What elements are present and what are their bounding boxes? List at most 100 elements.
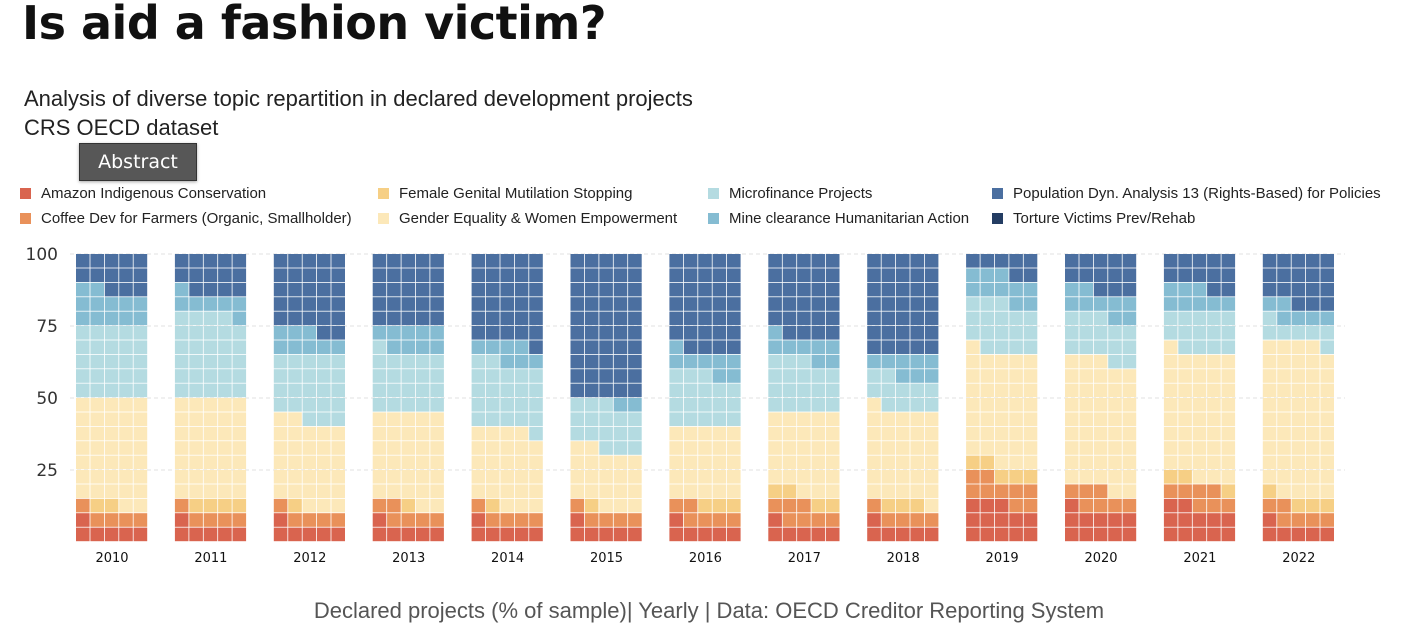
waffle-cell bbox=[1178, 326, 1192, 340]
waffle-cell bbox=[1207, 354, 1221, 369]
waffle-cell bbox=[302, 326, 317, 340]
waffle-cell bbox=[1221, 441, 1236, 455]
waffle-cell bbox=[104, 369, 119, 383]
waffle-cell bbox=[1262, 484, 1277, 498]
waffle-cell bbox=[570, 297, 585, 311]
waffle-cell bbox=[302, 297, 317, 311]
waffle-cell bbox=[203, 441, 218, 455]
waffle-cell bbox=[811, 282, 826, 297]
waffle-cell bbox=[430, 268, 444, 282]
waffle-cell bbox=[1023, 455, 1038, 470]
waffle-cell bbox=[628, 340, 642, 354]
waffle-cell bbox=[825, 297, 840, 311]
waffle-cell bbox=[273, 441, 288, 455]
waffle-cell bbox=[514, 484, 529, 498]
waffle-cell bbox=[401, 441, 416, 455]
waffle-cell bbox=[529, 470, 543, 484]
waffle-cell bbox=[881, 441, 896, 455]
waffle-cell bbox=[980, 326, 995, 340]
waffle-cell bbox=[1291, 326, 1306, 340]
waffle-cell bbox=[910, 383, 924, 398]
waffle-cell bbox=[1023, 470, 1038, 484]
waffle-cell bbox=[1277, 498, 1291, 513]
waffle-cell bbox=[797, 441, 811, 455]
waffle-cell bbox=[1192, 254, 1207, 268]
waffle-cell bbox=[415, 297, 430, 311]
waffle-cell bbox=[76, 340, 90, 354]
waffle-cell bbox=[825, 412, 840, 426]
waffle-cell bbox=[584, 426, 599, 441]
waffle-cell bbox=[529, 311, 543, 326]
waffle-cell bbox=[1178, 398, 1192, 412]
waffle-cell bbox=[825, 311, 840, 326]
waffle-cell bbox=[430, 354, 444, 369]
waffle-cell bbox=[867, 498, 881, 513]
waffle-cell bbox=[1065, 412, 1079, 426]
waffle-cell bbox=[203, 412, 218, 426]
waffle-cell bbox=[768, 527, 782, 542]
waffle-cell bbox=[90, 282, 104, 297]
waffle-cell bbox=[825, 354, 840, 369]
waffle-cell bbox=[584, 268, 599, 282]
waffle-cell bbox=[331, 326, 345, 340]
waffle-cell bbox=[288, 297, 302, 311]
waffle-cell bbox=[669, 441, 683, 455]
waffle-cell bbox=[1262, 369, 1277, 383]
waffle-cell bbox=[712, 383, 727, 398]
waffle-cell bbox=[317, 383, 331, 398]
waffle-cell bbox=[768, 311, 782, 326]
waffle-cell bbox=[712, 441, 727, 455]
waffle-cell bbox=[896, 441, 910, 455]
waffle-cell bbox=[698, 282, 712, 297]
waffle-cell bbox=[1291, 484, 1306, 498]
waffle-cell bbox=[372, 498, 387, 513]
waffle-cell bbox=[881, 268, 896, 282]
waffle-cell bbox=[1262, 527, 1277, 542]
waffle-cell bbox=[471, 412, 486, 426]
y-tick-label: 25 bbox=[36, 461, 58, 481]
waffle-cell bbox=[910, 426, 924, 441]
waffle-cell bbox=[1163, 398, 1178, 412]
waffle-cell bbox=[1065, 527, 1079, 542]
waffle-cell bbox=[387, 498, 401, 513]
waffle-cell bbox=[189, 354, 203, 369]
waffle-cell bbox=[500, 455, 514, 470]
waffle-cell bbox=[613, 455, 628, 470]
waffle-cell bbox=[486, 470, 500, 484]
waffle-cell bbox=[1320, 455, 1334, 470]
waffle-cell bbox=[1065, 470, 1079, 484]
waffle-cell bbox=[133, 484, 148, 498]
waffle-cell bbox=[881, 311, 896, 326]
waffle-cell bbox=[994, 470, 1009, 484]
waffle-cell bbox=[584, 498, 599, 513]
waffle-cell bbox=[317, 513, 331, 527]
waffle-cell bbox=[1207, 254, 1221, 268]
waffle-cell bbox=[1178, 426, 1192, 441]
waffle-cell bbox=[415, 527, 430, 542]
waffle-cell bbox=[584, 326, 599, 340]
waffle-cell bbox=[232, 282, 247, 297]
waffle-cell bbox=[288, 441, 302, 455]
abstract-button[interactable]: Abstract bbox=[79, 143, 197, 181]
waffle-cell bbox=[698, 527, 712, 542]
waffle-cell bbox=[1221, 412, 1236, 426]
waffle-cell bbox=[189, 484, 203, 498]
waffle-cell bbox=[980, 369, 995, 383]
waffle-cell bbox=[372, 398, 387, 412]
waffle-cell bbox=[980, 268, 995, 282]
waffle-cell bbox=[727, 354, 741, 369]
waffle-cell bbox=[430, 282, 444, 297]
waffle-cell bbox=[1277, 412, 1291, 426]
waffle-cell bbox=[1079, 369, 1093, 383]
x-tick-label: 2020 bbox=[1084, 551, 1117, 566]
waffle-cell bbox=[76, 513, 90, 527]
waffle-cell bbox=[1023, 441, 1038, 455]
waffle-cell bbox=[966, 282, 980, 297]
waffle-cell bbox=[104, 398, 119, 412]
waffle-cell bbox=[387, 513, 401, 527]
waffle-cell bbox=[811, 398, 826, 412]
waffle-cell bbox=[980, 527, 995, 542]
waffle-cell bbox=[966, 254, 980, 268]
waffle-cell bbox=[994, 340, 1009, 354]
waffle-cell bbox=[570, 326, 585, 340]
